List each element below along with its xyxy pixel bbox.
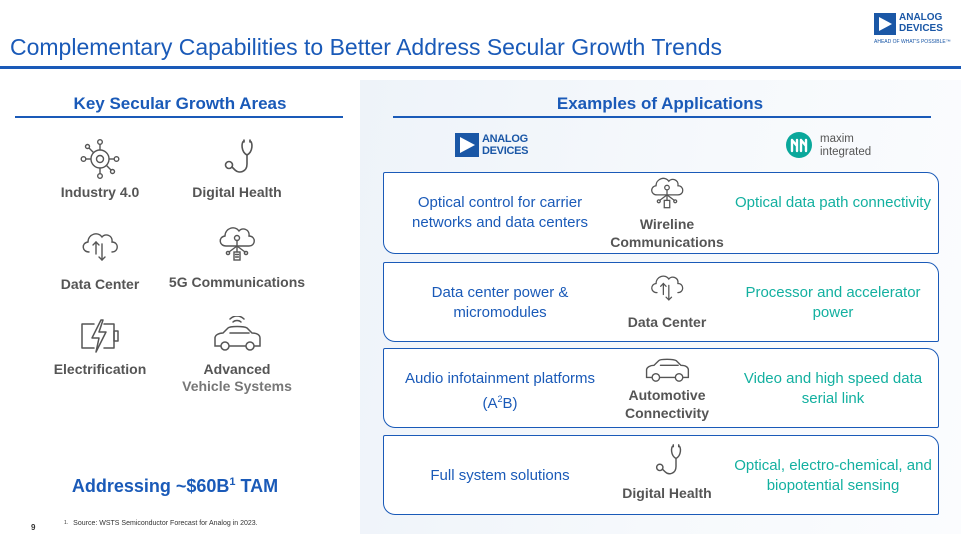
area-label: Data Center — [60, 276, 140, 292]
area-label-line2: Vehicle Systems — [182, 378, 292, 394]
application-center: Automotive Connectivity — [608, 357, 726, 422]
cloud-network-icon — [219, 227, 255, 261]
adi-application: Optical control for carrier networks and… — [412, 194, 588, 231]
area-label: 5G Communications — [168, 274, 306, 290]
stethoscope-icon — [224, 139, 253, 173]
application-row-data-center: Data center power & micromodules Data Ce… — [383, 262, 939, 342]
application-center: Wireline Communications — [608, 173, 726, 251]
adi-application: Data center power & micromodules — [431, 284, 569, 321]
maxim-application: Video and high speed data serial link — [743, 370, 923, 407]
area-advanced-vehicle: Advanced Vehicle Systems — [162, 316, 312, 395]
cloud-arrows-icon — [82, 233, 118, 261]
growth-areas-heading: Key Secular Growth Areas — [73, 94, 287, 113]
maxim-application: Processor and accelerator power — [745, 284, 921, 321]
tam-statement: Addressing ~$60B1 TAM — [71, 476, 279, 496]
cloud-network-icon — [651, 177, 684, 209]
area-digital-health: Digital Health — [162, 138, 312, 201]
maxim-mark-icon — [786, 132, 812, 158]
area-electrification: Electrification — [25, 316, 175, 378]
cloud-arrows-icon — [651, 275, 684, 301]
area-industry-4: Industry 4.0 — [25, 138, 175, 201]
adi-column-logo: ANALOG DEVICES — [455, 133, 545, 159]
area-label: Digital Health — [192, 184, 282, 200]
application-row-wireline: Optical control for carrier networks and… — [383, 172, 939, 254]
adi-application: Audio infotainment platforms (A2B) — [404, 370, 596, 412]
area-data-center: Data Center — [25, 226, 175, 293]
applications-divider — [393, 116, 931, 118]
analog-devices-logo: ANALOG DEVICES AHEAD OF WHAT'S POSSIBLE™ — [874, 12, 951, 45]
title-divider — [0, 66, 961, 69]
industry-network-icon — [80, 139, 120, 180]
adi-application: Full system solutions — [430, 467, 570, 484]
application-center: Digital Health — [608, 442, 726, 502]
page-number: 9 — [31, 523, 36, 532]
application-center: Data Center — [608, 269, 726, 331]
applications-heading: Examples of Applications — [556, 94, 764, 113]
maxim-application: Optical, electro-chemical, and biopotent… — [734, 457, 932, 494]
connected-car-icon — [214, 316, 261, 351]
car-icon — [645, 358, 690, 382]
area-label-line1: Advanced — [203, 361, 271, 377]
slide-title: Complementary Capabilities to Better Add… — [10, 34, 723, 60]
area-label: Electrification — [53, 361, 147, 377]
application-row-automotive: Audio infotainment platforms (A2B) Autom… — [383, 348, 939, 428]
area-label: Industry 4.0 — [60, 184, 140, 200]
maxim-application: Optical data path connectivity — [735, 194, 931, 211]
application-row-digital-health: Full system solutions Digital Health Opt… — [383, 435, 939, 515]
growth-areas-divider — [15, 116, 343, 118]
adi-triangle-icon — [874, 13, 896, 35]
area-5g: 5G Communications — [162, 222, 312, 291]
adi-triangle-icon — [455, 133, 479, 157]
maxim-column-logo: maxim integrated — [786, 131, 896, 161]
stethoscope-icon — [655, 444, 682, 475]
battery-bolt-icon — [81, 319, 119, 353]
footnote: 1. Source: WSTS Semiconductor Forecast fo… — [64, 520, 258, 527]
